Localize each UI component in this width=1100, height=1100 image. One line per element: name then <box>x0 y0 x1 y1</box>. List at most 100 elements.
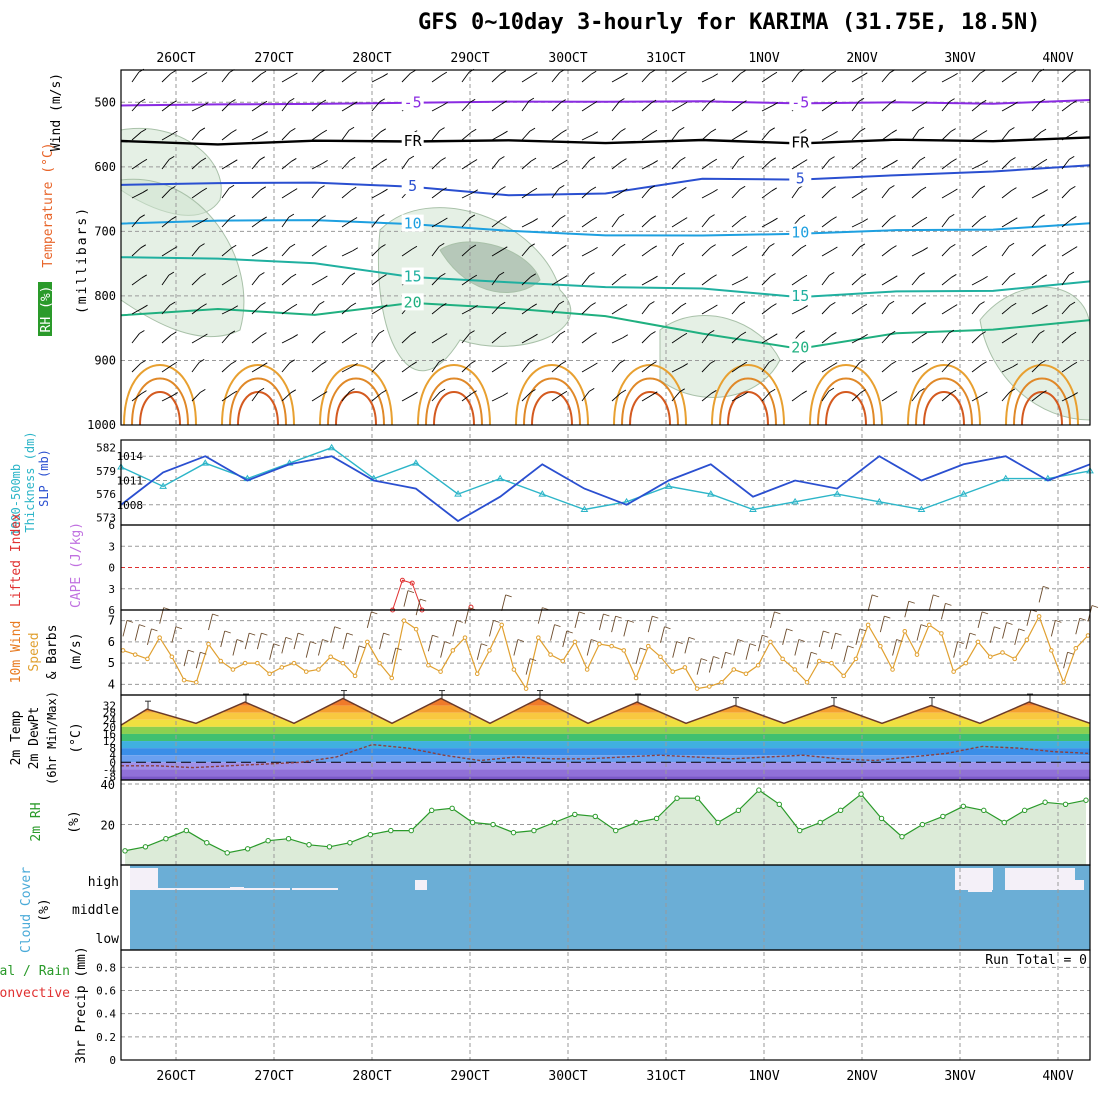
surface-wind-barb <box>318 639 323 656</box>
wind-barb <box>221 217 231 228</box>
label-millibars: (millibars) <box>75 206 90 314</box>
low-level-temp-contour <box>221 364 295 426</box>
wind-barb <box>281 246 291 257</box>
surface-wind-barb <box>354 645 360 662</box>
precip-tick-label: 0 <box>109 1054 116 1067</box>
wind-barb-flag <box>949 98 955 103</box>
wind-barb <box>581 219 593 228</box>
wind-barb-flag <box>321 361 327 365</box>
low-level-temp-contour <box>1005 364 1079 426</box>
surface-wind-barb <box>305 641 311 658</box>
surface-wind-barb-flag <box>200 651 207 655</box>
wind-barb <box>1001 305 1012 315</box>
wind-barb-flag <box>832 246 838 251</box>
wind-barb-flag <box>260 302 266 306</box>
wind-barb-flag <box>201 187 208 192</box>
temp-color-band <box>121 741 1090 749</box>
wind-barb <box>761 391 771 402</box>
surface-wind-barb-flag <box>810 651 818 655</box>
isotherm-label-bg <box>789 338 812 356</box>
wind-barb-flag <box>888 300 895 305</box>
wind-barb-flag <box>952 72 958 77</box>
surface-wind-barb-flag <box>468 607 476 611</box>
wind-speed-marker <box>169 654 175 660</box>
wind-barb <box>371 247 381 257</box>
surface-wind-barb <box>769 611 775 628</box>
pressure-tick-label: 1000 <box>87 418 116 432</box>
isotherm-line <box>120 136 1091 146</box>
wind-barb-flag <box>588 388 595 392</box>
temp-color-band <box>121 726 1090 734</box>
wind-barb-flag <box>1011 187 1017 191</box>
wind-barb <box>551 333 561 344</box>
wind-barb <box>1031 131 1042 141</box>
wind-barb <box>191 362 200 373</box>
wind-barb <box>1001 74 1012 83</box>
rh-marker <box>1062 801 1069 807</box>
wind-barb-flag <box>710 244 716 249</box>
wind-barb <box>761 190 772 199</box>
surface-wind-barb-flag <box>859 628 867 632</box>
wind-barb-flag <box>680 302 687 307</box>
wind-barb <box>311 188 320 199</box>
surface-wind-barb-flag <box>652 615 659 619</box>
low-level-temp-contour <box>817 377 875 426</box>
rh-marker <box>163 835 169 842</box>
wind-barb <box>521 221 533 228</box>
wind-barb <box>281 362 291 373</box>
wind-barb-flag <box>948 329 955 334</box>
surface-wind-barb <box>330 626 336 643</box>
wind-barb-flag <box>919 156 926 161</box>
wind-barb-flag <box>801 129 807 133</box>
wind-barb-flag <box>201 72 208 76</box>
wind-barb-flag <box>439 388 446 393</box>
wind-barb <box>641 188 651 199</box>
wind-speed-marker <box>987 654 993 660</box>
surface-wind-barb <box>220 630 226 648</box>
wind-barb-flag <box>498 271 505 276</box>
wind-barb-flag <box>741 100 747 104</box>
wind-barb-flag <box>681 71 687 76</box>
wind-barb-flag <box>921 332 927 337</box>
wind-barb-flag <box>679 272 686 277</box>
wind-barb <box>311 72 321 83</box>
wind-barb <box>281 75 293 83</box>
wind-barb <box>371 277 382 286</box>
wind-barb-flag <box>799 330 805 335</box>
wind-barb <box>221 72 230 83</box>
wind-barb <box>251 159 261 170</box>
precip-tick-label: 0.2 <box>96 1031 116 1044</box>
wind-barb-flag <box>1070 185 1076 190</box>
surface-wind-barb <box>244 633 250 650</box>
rh-area <box>125 790 1086 865</box>
surface-wind-barb <box>171 626 177 643</box>
wind-barb-flag <box>592 246 598 251</box>
wind-barb-flag <box>711 390 717 394</box>
wind-barb-flag <box>678 242 685 247</box>
rh-marker <box>674 795 680 801</box>
wind-barb <box>521 336 533 344</box>
wind-barb <box>611 392 622 402</box>
wind-barb <box>491 103 502 112</box>
surface-wind-barb <box>782 628 788 645</box>
wind-barb-flag <box>982 160 989 165</box>
wind-barb-flag <box>862 218 869 223</box>
wind-barb-flag <box>380 128 387 133</box>
wind-barb <box>791 162 803 170</box>
wind-speed-marker <box>597 641 602 647</box>
wind-barb <box>941 75 953 83</box>
wind-barb <box>521 362 530 373</box>
isotherm-label: 15 <box>404 268 422 286</box>
wind-barb-flag <box>1068 271 1075 276</box>
label-ms: (m/s) <box>69 632 84 671</box>
wind-barb-flag <box>470 128 477 133</box>
surface-wind-barb-flag <box>310 641 317 645</box>
wind-barb <box>1001 190 1012 199</box>
wind-barb <box>911 250 923 257</box>
surface-wind-barb-flag <box>933 594 940 598</box>
wind-barb-flag <box>198 359 205 363</box>
wind-barb <box>431 220 443 228</box>
surface-wind-barb <box>660 626 665 643</box>
cloud-clear-patch <box>1070 880 1084 890</box>
wind-barb <box>971 304 980 315</box>
